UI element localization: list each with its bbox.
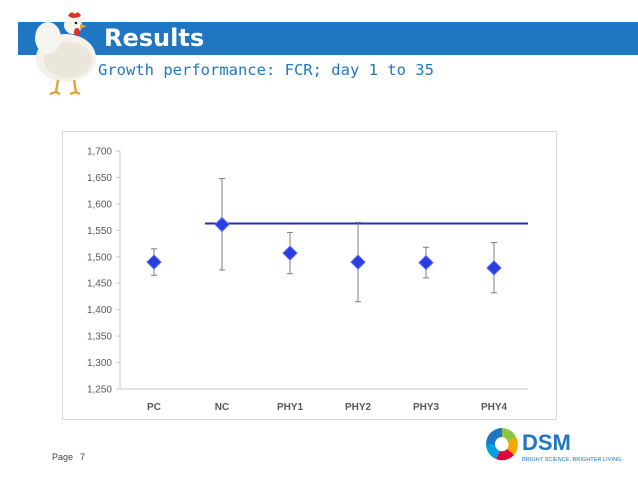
x-tick-label: NC bbox=[215, 402, 229, 413]
chicken-image bbox=[35, 12, 96, 96]
data-point bbox=[350, 254, 366, 270]
y-tick-label: 1,500 bbox=[87, 252, 112, 263]
y-tick-label: 1,350 bbox=[87, 332, 112, 343]
x-tick-label: PHY3 bbox=[413, 402, 440, 413]
dsm-logo: DSM BRIGHT SCIENCE. BRIGHTER LIVING. bbox=[485, 428, 623, 463]
y-tick-label: 1,550 bbox=[87, 226, 112, 237]
data-point bbox=[282, 245, 298, 261]
data-point bbox=[146, 254, 162, 270]
chart-frame bbox=[62, 131, 557, 420]
chart-marks bbox=[146, 178, 502, 303]
y-tick-label: 1,300 bbox=[87, 358, 112, 369]
slide-title: Results bbox=[104, 24, 205, 52]
data-point bbox=[214, 216, 230, 233]
y-tick-label: 1,700 bbox=[87, 147, 112, 158]
page-label: Page bbox=[52, 452, 74, 462]
y-tick-label: 1,400 bbox=[87, 305, 112, 316]
x-tick-label: PHY2 bbox=[345, 402, 372, 413]
y-tick-label: 1,250 bbox=[87, 385, 112, 396]
slide-subtitle: Growth performance: FCR; day 1 to 35 bbox=[98, 61, 434, 79]
y-tick-label: 1,600 bbox=[87, 199, 112, 210]
x-tick-label: PHY4 bbox=[481, 402, 508, 413]
x-tick-label: PHY1 bbox=[277, 402, 304, 413]
page-number: 7 bbox=[80, 452, 86, 462]
data-point bbox=[418, 254, 434, 271]
logo-name: DSM bbox=[522, 430, 571, 455]
data-point bbox=[486, 260, 502, 276]
logo-tagline: BRIGHT SCIENCE. BRIGHTER LIVING. bbox=[522, 457, 623, 463]
header-bar bbox=[18, 22, 638, 55]
x-tick-label: PC bbox=[147, 402, 161, 413]
y-tick-label: 1,650 bbox=[87, 173, 112, 184]
chart-axes: 1,250 1,300 1,350 1,400 1,450 1,500 1,550 1,600… bbox=[87, 147, 528, 413]
y-tick-label: 1,450 bbox=[87, 279, 112, 290]
